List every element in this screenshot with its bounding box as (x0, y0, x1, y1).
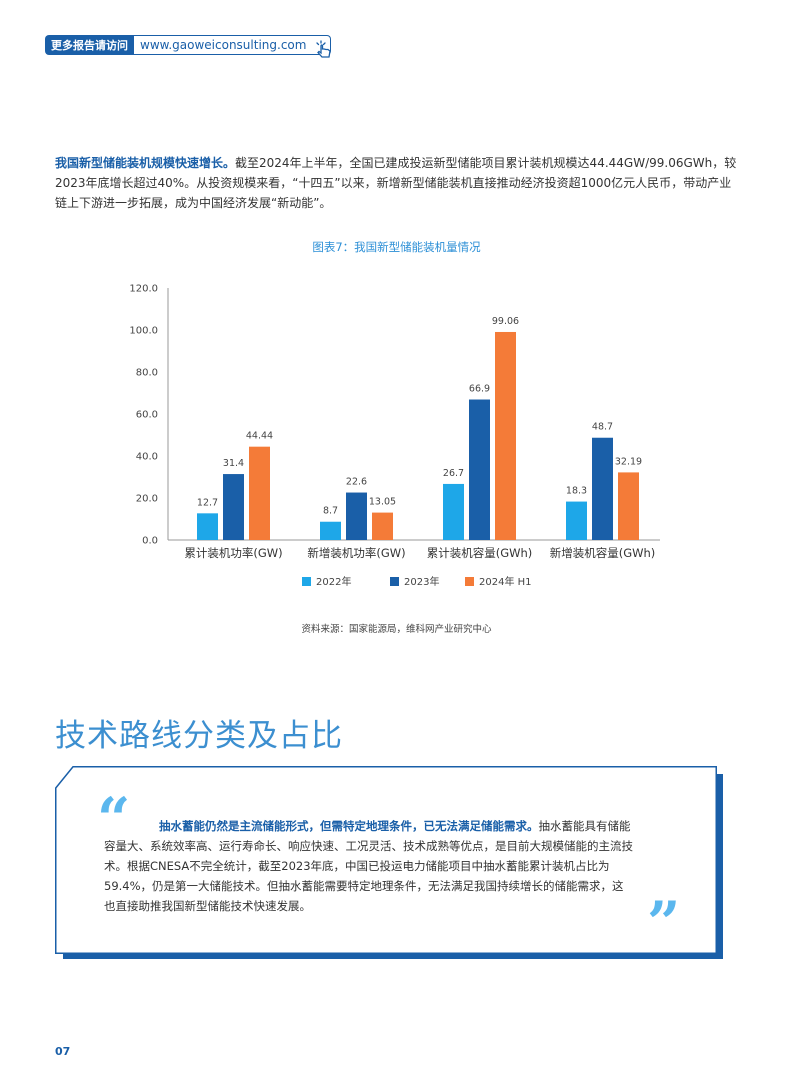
quote-box-frame (55, 766, 717, 954)
page-number: 07 (55, 1045, 71, 1058)
y-tick-label: 120.0 (129, 284, 158, 295)
close-quote-icon: ” (647, 889, 681, 957)
y-tick-label: 0.0 (142, 536, 158, 547)
category-label: 新增装机容量(GWh) (550, 546, 656, 560)
quote-lead: 抽水蓄能仍然是主流储能形式，但需特定地理条件，已无法满足储能需求。 (159, 819, 539, 833)
bar (223, 474, 244, 540)
quote-body: 抽水蓄能具有储能容量大、系统效率高、运行寿命长、响应快速、工况灵活、技术成熟等优… (104, 819, 633, 913)
section-title: 技术路线分类及占比 (55, 718, 343, 754)
figure-source: 资料来源：国家能源局，维科网产业研究中心 (301, 624, 492, 635)
bar (443, 483, 464, 540)
bar (249, 446, 270, 540)
data-label: 31.4 (223, 458, 244, 469)
legend-swatch (390, 577, 399, 586)
bar (592, 437, 613, 540)
data-label: 48.7 (592, 422, 613, 433)
data-label: 66.9 (469, 384, 490, 395)
data-label: 13.05 (369, 497, 396, 508)
legend-swatch (302, 577, 311, 586)
data-label: 18.3 (566, 486, 587, 497)
legend-swatch (465, 577, 474, 586)
y-tick-label: 100.0 (129, 326, 158, 337)
bar (469, 399, 490, 540)
y-tick-label: 20.0 (136, 494, 158, 505)
bar (495, 331, 516, 540)
data-label: 32.19 (615, 456, 642, 467)
category-label: 新增装机功率(GW) (307, 546, 405, 560)
banner-url-link[interactable]: www.gaoweiconsulting.com (134, 35, 332, 58)
quote-text: 抽水蓄能仍然是主流储能形式，但需特定地理条件，已无法满足储能需求。抽水蓄能具有储… (104, 816, 634, 916)
intro-body: 截至2024年上半年，全国已建成投运新型储能项目累计装机规模达44.44GW/9… (55, 156, 737, 210)
y-tick-label: 60.0 (136, 410, 158, 421)
intro-lead: 我国新型储能装机规模快速增长。 (55, 156, 236, 170)
bar (618, 472, 639, 540)
data-label: 12.7 (197, 497, 218, 508)
data-label: 26.7 (443, 468, 464, 479)
intro-paragraph: 我国新型储能装机规模快速增长。截至2024年上半年，全国已建成投运新型储能项目累… (55, 153, 740, 213)
banner-url-text: www.gaoweiconsulting.com (140, 38, 307, 52)
y-tick-label: 40.0 (136, 452, 158, 463)
bar (197, 513, 218, 540)
category-label: 累计装机功率(GW) (184, 546, 282, 560)
data-label: 22.6 (346, 477, 367, 488)
banner-label: 更多报告请访问 (45, 35, 134, 55)
y-tick-label: 80.0 (136, 368, 158, 379)
data-label: 44.44 (246, 431, 273, 442)
legend-label: 2022年 (316, 575, 351, 588)
open-quote-icon: “ (97, 785, 131, 853)
bar (320, 521, 341, 540)
category-label: 累计装机容量(GWh) (427, 546, 533, 560)
site-banner: 更多报告请访问 www.gaoweiconsulting.com (45, 35, 332, 58)
bar (346, 492, 367, 540)
data-label: 8.7 (323, 506, 338, 517)
data-label: 99.06 (492, 316, 519, 327)
legend-label: 2023年 (404, 575, 439, 588)
bar (372, 512, 393, 540)
quote-box: “ 抽水蓄能仍然是主流储能形式，但需特定地理条件，已无法满足储能需求。抽水蓄能具… (55, 766, 717, 954)
figure-title: 图表7：我国新型储能装机量情况 (312, 240, 481, 254)
bar (566, 501, 587, 540)
legend-label: 2024年 H1 (479, 575, 532, 588)
bar-chart: 0.0 20.0 40.0 60.0 80.0 100.0 120.0 12.7 31.4 44.… (129, 284, 660, 588)
pointer-click-icon (316, 40, 332, 58)
